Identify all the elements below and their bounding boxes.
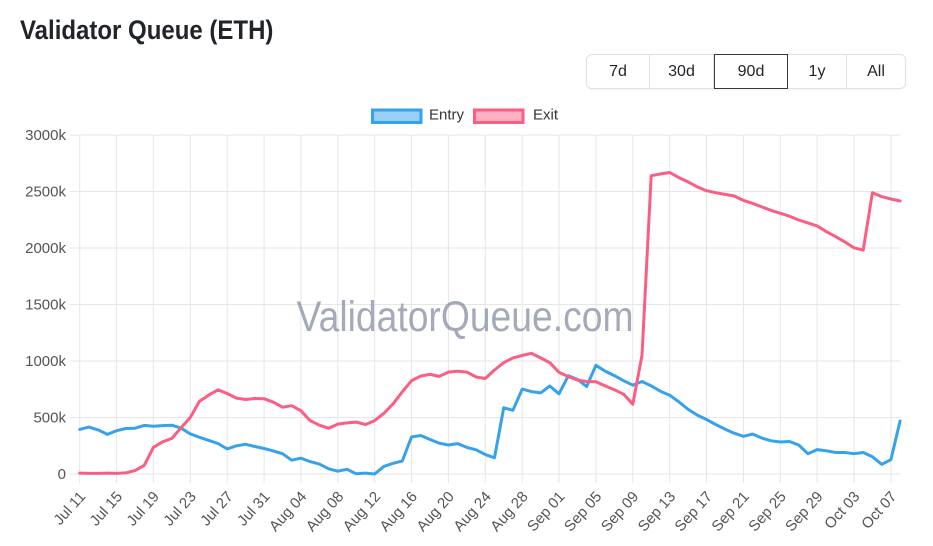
svg-text:1000k: 1000k <box>25 353 66 370</box>
svg-text:1500k: 1500k <box>25 297 66 314</box>
svg-text:Sep 21: Sep 21 <box>708 488 752 535</box>
svg-text:Exit: Exit <box>533 107 559 124</box>
svg-text:Aug 24: Aug 24 <box>450 488 494 535</box>
svg-text:Sep 05: Sep 05 <box>561 488 605 535</box>
svg-text:Jul 15: Jul 15 <box>87 488 126 529</box>
svg-text:Sep 25: Sep 25 <box>745 488 789 535</box>
svg-text:3000k: 3000k <box>25 127 66 144</box>
svg-text:Sep 17: Sep 17 <box>672 488 716 535</box>
svg-text:Oct 07: Oct 07 <box>858 488 900 532</box>
svg-text:0: 0 <box>58 466 66 483</box>
svg-text:Aug 08: Aug 08 <box>303 488 347 535</box>
svg-text:Aug 12: Aug 12 <box>340 488 384 535</box>
svg-text:Aug 28: Aug 28 <box>487 488 531 535</box>
svg-text:Jul 11: Jul 11 <box>50 488 89 528</box>
svg-text:Sep 29: Sep 29 <box>782 488 826 535</box>
svg-text:ValidatorQueue.com: ValidatorQueue.com <box>297 293 634 341</box>
svg-text:Jul 19: Jul 19 <box>123 488 162 529</box>
svg-text:500k: 500k <box>33 410 66 427</box>
svg-text:Jul 27: Jul 27 <box>197 488 236 529</box>
svg-text:2000k: 2000k <box>25 240 66 257</box>
svg-text:Sep 13: Sep 13 <box>635 488 679 535</box>
svg-text:Entry: Entry <box>429 107 465 124</box>
svg-text:Aug 20: Aug 20 <box>413 488 457 535</box>
svg-text:Sep 09: Sep 09 <box>598 488 642 535</box>
svg-text:Aug 04: Aug 04 <box>266 488 310 535</box>
svg-text:Aug 16: Aug 16 <box>377 488 421 535</box>
svg-text:2500k: 2500k <box>25 184 66 201</box>
svg-text:Jul 23: Jul 23 <box>160 488 199 529</box>
svg-text:Oct 03: Oct 03 <box>821 488 863 532</box>
svg-text:Sep 01: Sep 01 <box>524 488 568 535</box>
